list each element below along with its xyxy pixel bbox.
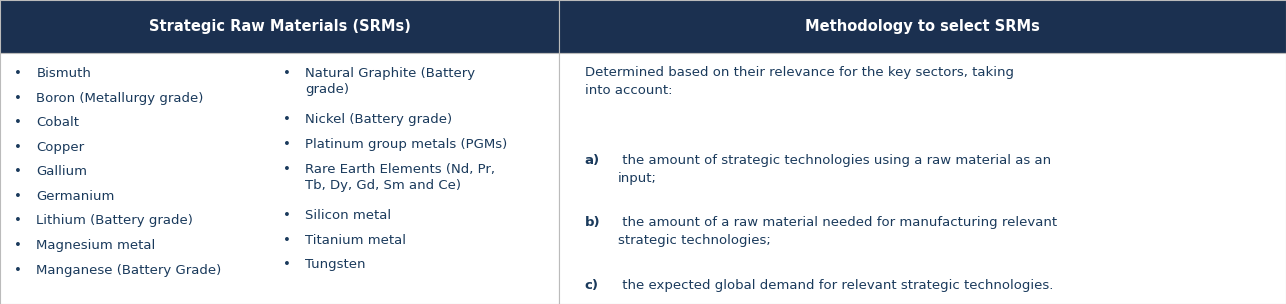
Text: Bismuth: Bismuth: [36, 67, 91, 80]
Text: •: •: [283, 138, 291, 151]
Text: •: •: [283, 258, 291, 271]
Text: •: •: [14, 141, 22, 154]
Text: Boron (Metallurgy grade): Boron (Metallurgy grade): [36, 92, 203, 105]
Text: •: •: [14, 214, 22, 227]
Text: •: •: [283, 67, 291, 80]
Text: •: •: [14, 92, 22, 105]
Text: c): c): [585, 279, 599, 292]
Text: Methodology to select SRMs: Methodology to select SRMs: [805, 19, 1040, 34]
Text: •: •: [14, 264, 22, 277]
Text: Determined based on their relevance for the key sectors, taking
into account:: Determined based on their relevance for …: [585, 66, 1013, 97]
Text: Magnesium metal: Magnesium metal: [36, 239, 156, 252]
Text: a): a): [585, 154, 601, 167]
Text: Germanium: Germanium: [36, 190, 114, 203]
Text: •: •: [283, 163, 291, 175]
Text: Tungsten: Tungsten: [305, 258, 365, 271]
Text: the amount of strategic technologies using a raw material as an
input;: the amount of strategic technologies usi…: [617, 154, 1051, 185]
Text: •: •: [283, 233, 291, 247]
Text: Silicon metal: Silicon metal: [305, 209, 391, 222]
Text: Platinum group metals (PGMs): Platinum group metals (PGMs): [305, 138, 507, 151]
Text: the expected global demand for relevant strategic technologies.: the expected global demand for relevant …: [617, 279, 1053, 292]
Text: Titanium metal: Titanium metal: [305, 233, 406, 247]
Text: Lithium (Battery grade): Lithium (Battery grade): [36, 214, 193, 227]
Text: Nickel (Battery grade): Nickel (Battery grade): [305, 113, 451, 126]
Text: •: •: [14, 190, 22, 203]
Text: Gallium: Gallium: [36, 165, 87, 178]
Text: •: •: [14, 67, 22, 80]
Text: Rare Earth Elements (Nd, Pr,
Tb, Dy, Gd, Sm and Ce): Rare Earth Elements (Nd, Pr, Tb, Dy, Gd,…: [305, 163, 495, 192]
Text: Strategic Raw Materials (SRMs): Strategic Raw Materials (SRMs): [149, 19, 410, 34]
Text: Natural Graphite (Battery
grade): Natural Graphite (Battery grade): [305, 67, 475, 96]
Text: Copper: Copper: [36, 141, 85, 154]
Text: Cobalt: Cobalt: [36, 116, 80, 129]
Text: •: •: [14, 116, 22, 129]
Text: b): b): [585, 216, 601, 229]
Text: •: •: [14, 239, 22, 252]
Text: •: •: [283, 209, 291, 222]
Text: •: •: [14, 165, 22, 178]
Text: •: •: [283, 113, 291, 126]
Text: the amount of a raw material needed for manufacturing relevant
strategic technol: the amount of a raw material needed for …: [617, 216, 1057, 247]
Text: Manganese (Battery Grade): Manganese (Battery Grade): [36, 264, 221, 277]
